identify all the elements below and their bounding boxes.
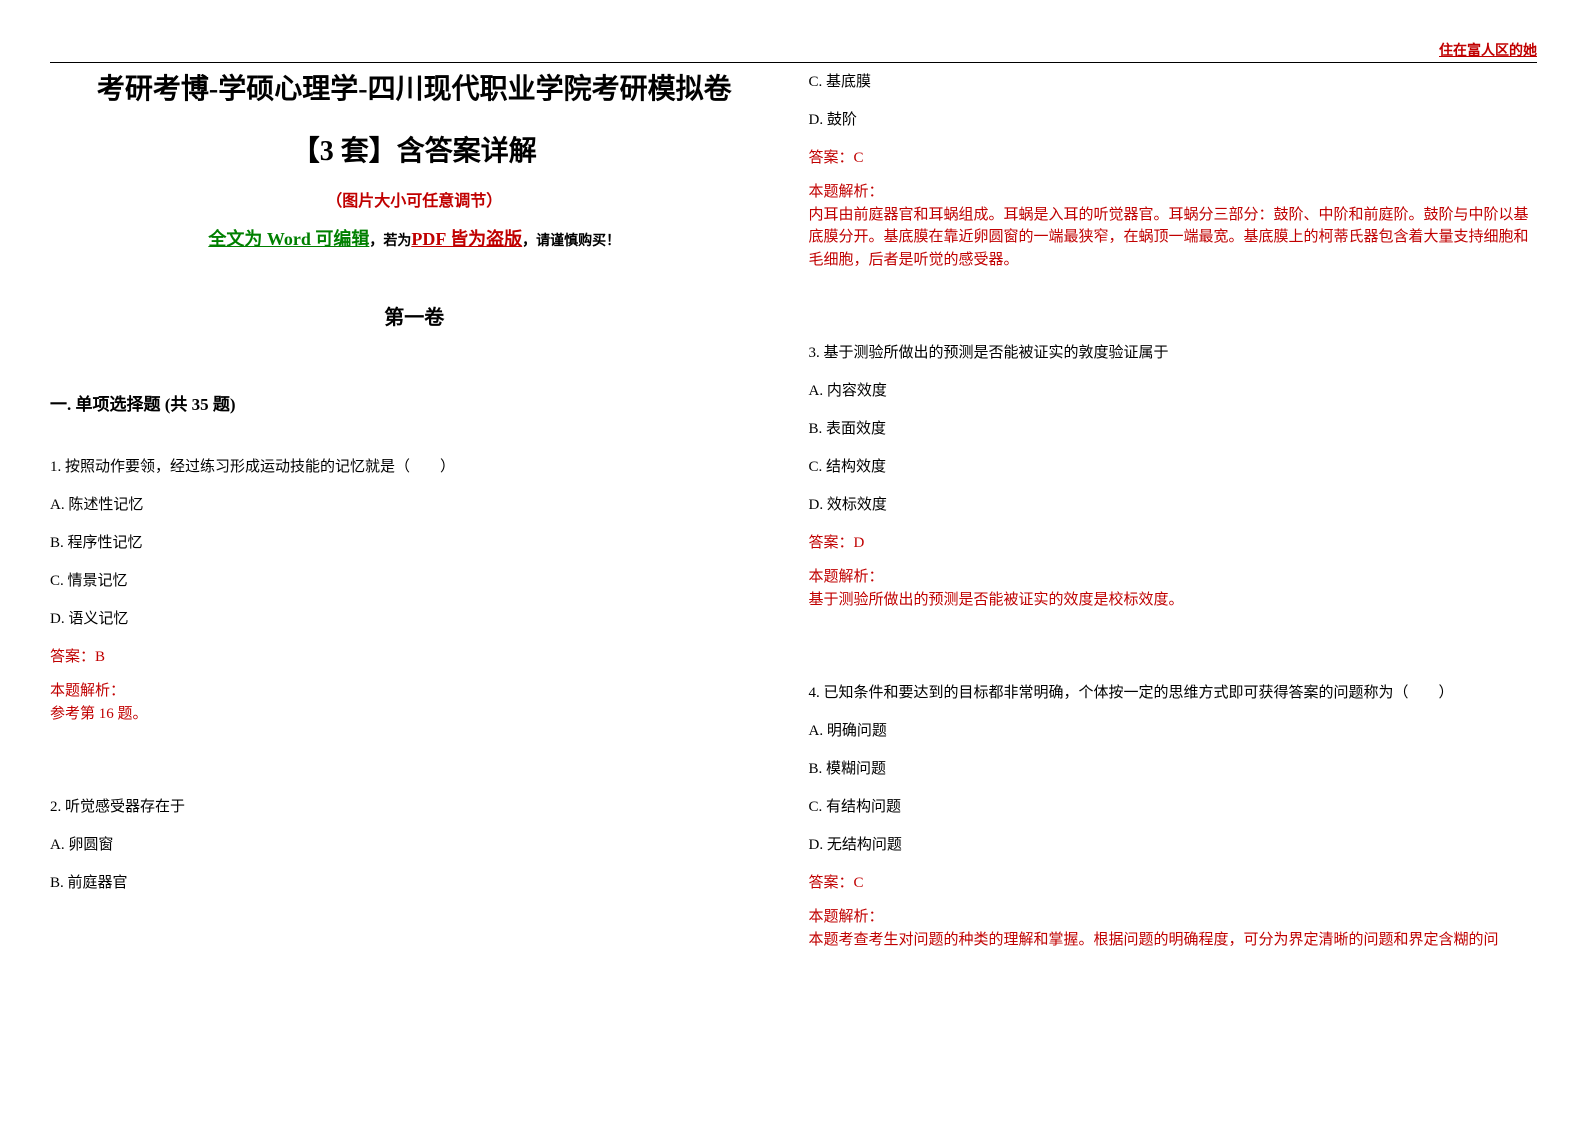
q2-option-b: B. 前庭器官 (50, 871, 779, 895)
q4-explain-label: 本题解析： (809, 906, 1538, 929)
warning-note: 全文为 Word 可编辑，若为PDF 皆为盗版，请谨慎购买！ (50, 225, 779, 251)
q1-text: 1. 按照动作要领，经过练习形成运动技能的记忆就是（ ） (50, 455, 779, 479)
q2-answer: 答案：C (809, 146, 1538, 167)
section-title: 一. 单项选择题 (共 35 题) (50, 390, 779, 415)
q2-explain-label: 本题解析： (809, 181, 1538, 204)
q1-option-a: A. 陈述性记忆 (50, 493, 779, 517)
spacer (50, 765, 779, 795)
sub-title: 【3 套】含答案详解 (50, 129, 779, 169)
spacer (809, 311, 1538, 341)
q3-explain-label: 本题解析： (809, 566, 1538, 589)
q4-option-b: B. 模糊问题 (809, 757, 1538, 781)
q2-option-c: C. 基底膜 (809, 70, 1538, 94)
q3-option-b: B. 表面效度 (809, 417, 1538, 441)
q1-explain: 参考第 16 题。 (50, 703, 779, 726)
q4-option-a: A. 明确问题 (809, 719, 1538, 743)
header-right-note: 住在富人区的她 (1439, 40, 1537, 60)
q3-explain: 基于测验所做出的预测是否能被证实的效度是校标效度。 (809, 589, 1538, 612)
pdf-pirated-text: PDF 皆为盗版 (411, 229, 522, 249)
main-title: 考研考博-学硕心理学-四川现代职业学院考研模拟卷 (50, 70, 779, 109)
q1-option-b: B. 程序性记忆 (50, 531, 779, 555)
q3-option-d: D. 效标效度 (809, 493, 1538, 517)
spacer (809, 651, 1538, 681)
q3-text: 3. 基于测验所做出的预测是否能被证实的敦度验证属于 (809, 341, 1538, 365)
q4-option-c: C. 有结构问题 (809, 795, 1538, 819)
q3-option-a: A. 内容效度 (809, 379, 1538, 403)
q2-explain: 内耳由前庭器官和耳蜗组成。耳蜗是入耳的听觉器官。耳蜗分三部分：鼓阶、中阶和前庭阶… (809, 204, 1538, 272)
q1-answer: 答案：B (50, 645, 779, 666)
q1-option-c: C. 情景记忆 (50, 569, 779, 593)
left-column: 考研考博-学硕心理学-四川现代职业学院考研模拟卷 【3 套】含答案详解 （图片大… (50, 70, 779, 951)
word-editable-text: 全文为 Word 可编辑 (208, 229, 369, 249)
q4-text: 4. 已知条件和要达到的目标都非常明确，个体按一定的思维方式即可获得答案的问题称… (809, 681, 1538, 705)
image-note: （图片大小可任意调节） (50, 187, 779, 211)
right-column: C. 基底膜 D. 鼓阶 答案：C 本题解析： 内耳由前庭器官和耳蜗组成。耳蜗是… (809, 70, 1538, 951)
q4-answer: 答案：C (809, 871, 1538, 892)
connector-1: ，若为 (369, 234, 411, 249)
q3-answer: 答案：D (809, 531, 1538, 552)
q2-option-d: D. 鼓阶 (809, 108, 1538, 132)
q1-explain-label: 本题解析： (50, 680, 779, 703)
top-divider (50, 62, 1537, 63)
volume-title: 第一卷 (50, 301, 779, 330)
q3-option-c: C. 结构效度 (809, 455, 1538, 479)
connector-2: ，请谨慎购买！ (522, 234, 620, 249)
q4-explain: 本题考查考生对问题的种类的理解和掌握。根据问题的明确程度，可分为界定清晰的问题和… (809, 929, 1538, 952)
q4-option-d: D. 无结构问题 (809, 833, 1538, 857)
q2-option-a: A. 卵圆窗 (50, 833, 779, 857)
q1-option-d: D. 语义记忆 (50, 607, 779, 631)
q2-text: 2. 听觉感受器存在于 (50, 795, 779, 819)
two-column-layout: 考研考博-学硕心理学-四川现代职业学院考研模拟卷 【3 套】含答案详解 （图片大… (50, 70, 1537, 951)
